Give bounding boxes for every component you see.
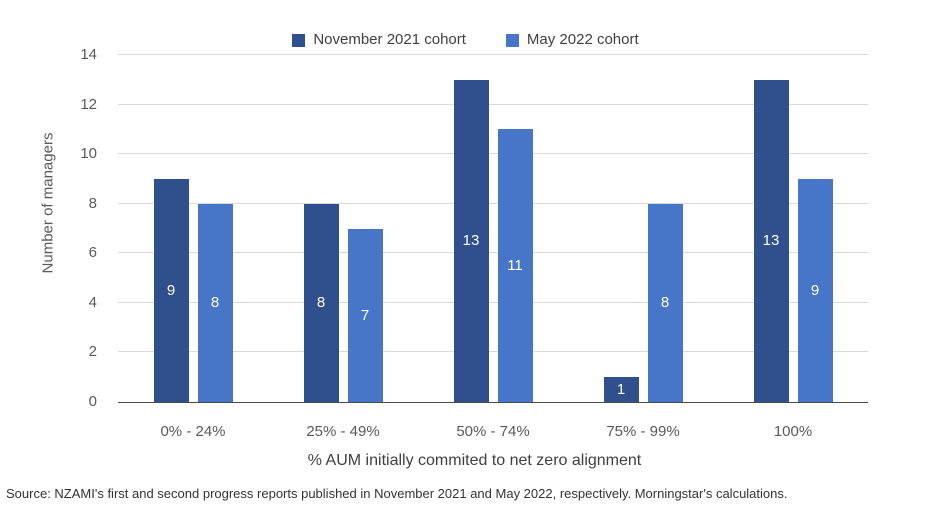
y-tick-label: 10 <box>80 145 97 163</box>
bar-value-label: 9 <box>166 281 176 299</box>
x-axis-title: % AUM initially commited to net zero ali… <box>307 452 642 469</box>
bar-value-label: 1 <box>616 381 626 399</box>
legend-item-november-2021: November 2021 cohort <box>292 31 466 48</box>
bar-value-label: 13 <box>462 232 480 250</box>
x-category-label: 50% - 74% <box>456 423 530 440</box>
x-category-label: 75% - 99% <box>606 423 680 440</box>
bar-may2022-cat1: 7 <box>347 228 383 402</box>
y-tick-label: 0 <box>88 393 97 410</box>
gridline <box>118 351 868 353</box>
y-tick-label: 6 <box>88 244 97 262</box>
bar-value-label: 7 <box>360 306 370 324</box>
gridline <box>118 54 868 55</box>
x-category-label: 0% - 24% <box>160 423 226 440</box>
x-category-label: 25% - 49% <box>306 423 380 440</box>
y-tick-label: 12 <box>80 95 97 113</box>
bar-may2022-cat4: 9 <box>797 178 833 402</box>
legend-item-may-2022: May 2022 cohort <box>505 31 639 48</box>
y-tick-label: 2 <box>88 343 97 361</box>
gridline <box>118 202 868 204</box>
bar-value-label: 8 <box>316 294 326 312</box>
bar-value-label: 9 <box>810 281 820 299</box>
gridline <box>118 301 868 303</box>
gridline <box>118 252 868 254</box>
legend: November 2021 cohort May 2022 cohort <box>0 31 940 48</box>
bar-value-label: 11 <box>507 257 523 275</box>
gridline <box>118 153 868 155</box>
legend-label: November 2021 cohort <box>313 31 466 48</box>
x-axis-category-labels: 0% - 24% 25% - 49% 50% - 74% 75% - 99% 100% <box>118 423 868 440</box>
gridline <box>118 103 868 105</box>
x-category-label: 100% <box>773 423 813 440</box>
bar-nov2021-cat2: 13 <box>453 79 489 402</box>
legend-label: May 2022 cohort <box>526 31 639 48</box>
legend-color-swatch <box>505 33 519 47</box>
y-tick-label: 14 <box>80 46 97 63</box>
bar-nov2021-cat3: 1 <box>603 377 639 402</box>
bar-value-label: 8 <box>660 294 670 312</box>
bar-group: 13 9 <box>718 55 868 402</box>
y-axis-ticks: 0 2 4 6 8 10 12 14 <box>0 46 97 410</box>
bar-may2022-cat3: 8 <box>647 203 683 402</box>
bar-may2022-cat0: 8 <box>197 203 233 402</box>
bar-group: 13 11 <box>418 55 568 402</box>
bar-nov2021-cat1: 8 <box>303 203 339 402</box>
source-note: Source: NZAMI's first and second progres… <box>6 486 788 501</box>
y-tick-label: 4 <box>88 293 97 311</box>
y-tick-label: 8 <box>88 194 97 212</box>
bar-value-label: 13 <box>762 232 780 250</box>
legend-color-swatch <box>292 33 306 47</box>
bar-nov2021-cat0: 9 <box>153 178 189 402</box>
bar-nov2021-cat4: 13 <box>753 79 789 402</box>
bar-may2022-cat2: 11 <box>497 129 533 402</box>
bar-value-label: 8 <box>210 294 220 312</box>
plot-area: 9 8 8 7 13 11 1 8 13 9 <box>118 54 868 403</box>
